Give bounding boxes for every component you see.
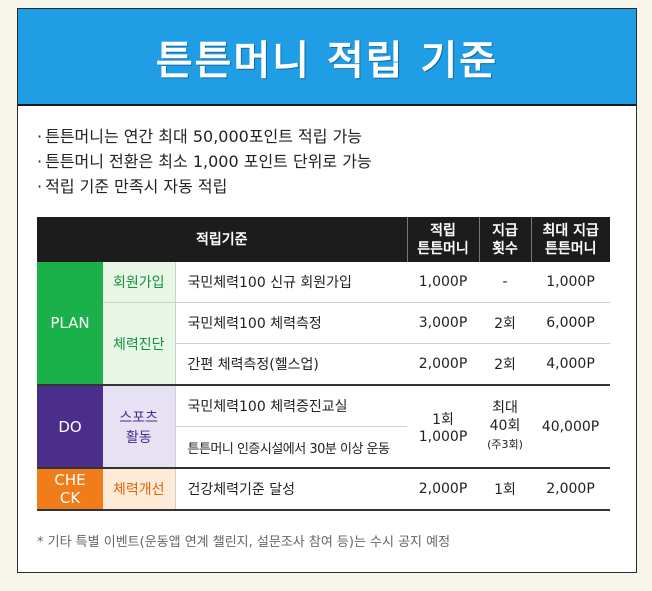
row-amount: 3,000P	[407, 302, 479, 344]
info-item: 튼튼머니는 연간 최대 50,000포인트 적립 가능	[37, 124, 372, 149]
table-row: 간편 체력측정(헬스업) 2,000P 2회 4,000P	[37, 343, 610, 386]
row-amount: 2,000P	[407, 468, 479, 511]
row-item: 국민체력100 신규 회원가입	[175, 262, 407, 303]
row-item: 국민체력100 체력증진교실	[175, 385, 407, 427]
criteria-table: 적립기준 적립 튼튼머니 지급 횟수 최대 지급 튼튼머니 PLAN 회원가입 국민체…	[37, 217, 610, 511]
footnote: * 기타 특별 이벤트(운동앱 연계 챌린지, 설문조사 참여 등)는 수시 공…	[37, 535, 451, 550]
row-amount: 1,000P	[407, 262, 479, 303]
header-max: 최대 지급 튼튼머니	[530, 217, 610, 262]
row-item: 국민체력100 체력측정	[175, 302, 407, 344]
row-max: 6,000P	[531, 302, 610, 344]
row-item: 간편 체력측정(헬스업)	[175, 343, 407, 386]
sub-diag: 체력진단	[103, 302, 176, 386]
header-count: 지급 횟수	[478, 217, 531, 262]
info-list: 튼튼머니는 연간 최대 50,000포인트 적립 가능 튼튼머니 전환은 최소 …	[37, 124, 372, 199]
sub-improve: 체력개선	[103, 468, 176, 511]
row-max: 4,000P	[531, 343, 610, 386]
info-item: 튼튼머니 전환은 최소 1,000 포인트 단위로 가능	[37, 149, 372, 174]
row-amount: 2,000P	[407, 343, 479, 386]
row-item: 건강체력기준 달성	[175, 468, 407, 511]
group-do: DO	[37, 385, 103, 469]
row-count: 1회	[479, 468, 531, 511]
title-banner: 튼튼머니 적립 기준	[18, 9, 636, 106]
table-row: PLAN 회원가입 국민체력100 신규 회원가입 1,000P - 1,000…	[37, 262, 610, 386]
group-check: CHE CK	[37, 468, 103, 511]
info-item: 적립 기준 만족시 자동 적립	[37, 174, 372, 199]
table-row: DO 스포츠 활동 국민체력100 체력증진교실 1회 1,000P 최대 40회 (주…	[37, 385, 610, 469]
group-plan: PLAN	[37, 262, 103, 386]
row-item: 튼튼머니 인증시설에서 30분 이상 운동	[175, 426, 407, 469]
table-header-row: 적립기준 적립 튼튼머니 지급 횟수 최대 지급 튼튼머니	[37, 217, 610, 262]
table-row: CHE CK 체력개선 건강체력기준 달성 2,000P 1회 2,000P	[37, 468, 610, 511]
row-max: 40,000P	[531, 385, 610, 469]
row-count: 2회	[479, 343, 531, 386]
sub-sport: 스포츠 활동	[103, 385, 176, 469]
table-row: 튼튼머니 인증시설에서 30분 이상 운동	[37, 426, 610, 469]
page-title: 튼튼머니 적립 기준	[155, 37, 499, 84]
table-row: 체력진단 국민체력100 체력측정 3,000P 2회 6,000P	[37, 302, 610, 386]
row-count: 2회	[479, 302, 531, 344]
row-max: 1,000P	[531, 262, 610, 303]
header-amount: 적립 튼튼머니	[406, 217, 479, 262]
row-amount: 1회 1,000P	[407, 385, 479, 469]
row-max: 2,000P	[531, 468, 610, 511]
row-count: -	[479, 262, 531, 303]
sub-join: 회원가입	[103, 262, 176, 303]
header-criteria: 적립기준	[37, 217, 407, 262]
row-count: 최대 40회 (주3회)	[479, 385, 531, 469]
